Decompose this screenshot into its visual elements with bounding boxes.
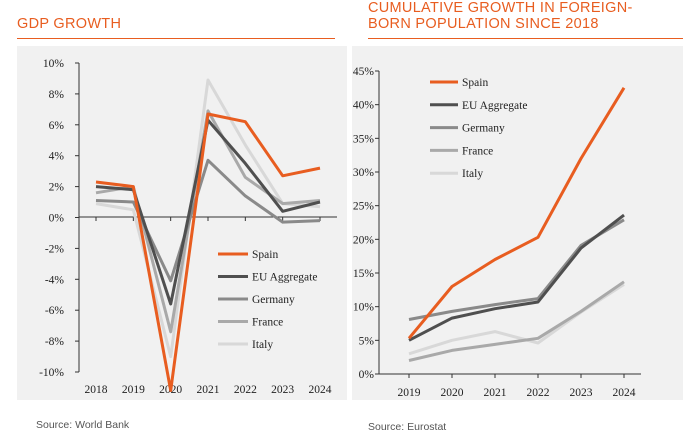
population-series-line-france (408, 280, 625, 362)
population-legend-label: Germany (462, 123, 505, 135)
gdp-y-tick-label: -8% (45, 336, 65, 348)
population-y-tick-label: 10% (353, 302, 375, 314)
gdp-title-rule (17, 38, 335, 39)
population-chart-title: CUMULATIVE GROWTH IN FOREIGN- BORN POPUL… (368, 0, 633, 32)
gdp-y-tick-label: 4% (49, 151, 65, 163)
population-x-tick-label: 2020 (441, 387, 464, 399)
population-y-tick-label: 15% (353, 268, 375, 280)
population-series-line-eu-aggregate (408, 213, 625, 342)
population-y-tick-label: 5% (359, 335, 375, 347)
population-y-tick-label: 45% (353, 66, 375, 78)
population-y-tick-label: 35% (353, 133, 375, 145)
gdp-legend-label: France (252, 317, 283, 329)
gdp-y-tick-label: 10% (43, 58, 65, 70)
gdp-chart-title: GDP GROWTH (17, 16, 122, 32)
population-y-tick-label: 20% (353, 234, 375, 246)
population-source: Source: Eurostat (368, 421, 447, 433)
gdp-chart: 10% 8% 6% 4% 2% 0% -2% -4% -6% -8% -10% 2018 2019 202… (39, 58, 337, 396)
population-title-line-1: CUMULATIVE GROWTH IN FOREIGN- (368, 0, 633, 16)
population-legend-label: France (462, 145, 493, 157)
gdp-y-tick-label: 2% (49, 182, 65, 194)
gdp-y-tick-label: -6% (45, 305, 65, 317)
population-legend-label: Spain (462, 77, 488, 89)
gdp-y-tick-label: 6% (49, 120, 65, 132)
population-y-tick-label: 0% (359, 369, 375, 381)
population-legend-label: Italy (462, 168, 483, 180)
population-chart: 45% 40% 35% 30% 25% 20% 15% 10% 5% 0% 2019 2020 2021… (353, 66, 641, 399)
gdp-x-tick-label: 2023 (271, 384, 294, 396)
gdp-y-tick-label: -4% (45, 274, 65, 286)
population-x-tick-label: 2021 (484, 387, 507, 399)
population-legend-label: EU Aggregate (462, 100, 527, 112)
gdp-series-line-spain (95, 112, 321, 392)
population-x-tick-label: 2022 (527, 387, 550, 399)
gdp-source: Source: World Bank (36, 419, 130, 431)
gdp-series-line-germany (95, 158, 321, 283)
gdp-x-tick-label: 2022 (234, 384, 257, 396)
gdp-x-tick-label: 2018 (85, 384, 108, 396)
population-x-tick-label: 2023 (570, 387, 593, 399)
gdp-legend-label: Italy (252, 339, 273, 351)
gdp-y-tick-label: 0% (49, 213, 65, 225)
population-title-rule (368, 38, 683, 39)
population-x-tick-label: 2019 (398, 387, 421, 399)
gdp-legend-label: EU Aggregate (252, 272, 317, 284)
population-y-tick-label: 40% (353, 100, 375, 112)
gdp-legend-label: Spain (252, 249, 278, 261)
gdp-y-tick-label: -10% (39, 367, 64, 379)
population-y-tick-label: 25% (353, 201, 375, 213)
gdp-x-tick-label: 2021 (197, 384, 220, 396)
population-series-line-spain (407, 87, 626, 340)
population-title-line-2: BORN POPULATION SINCE 2018 (368, 16, 599, 32)
gdp-x-tick-label: 2019 (122, 384, 145, 396)
gdp-y-tick-label: 8% (49, 89, 65, 101)
population-y-tick-label: 30% (353, 167, 375, 179)
population-x-tick-label: 2024 (613, 387, 636, 399)
gdp-y-tick-label: -2% (45, 243, 65, 255)
gdp-x-tick-label: 2024 (309, 384, 332, 396)
gdp-legend-label: Germany (252, 294, 295, 306)
population-series-line-italy (408, 283, 625, 356)
